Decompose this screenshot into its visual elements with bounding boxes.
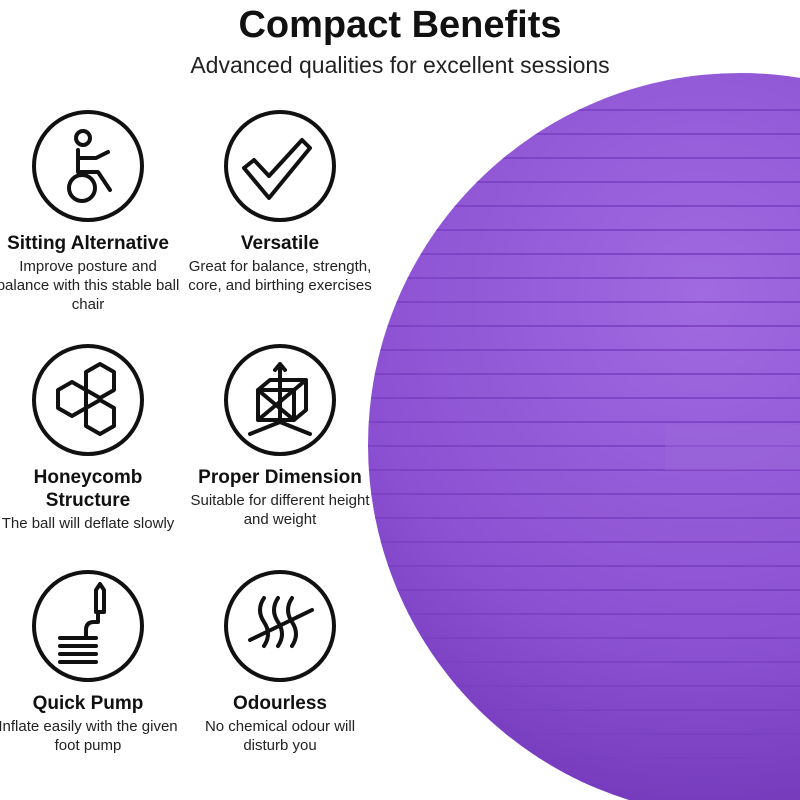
checkmark-icon xyxy=(224,110,336,222)
feature-honeycomb-structure: Honeycomb Structure The ball will deflat… xyxy=(0,342,183,533)
feature-odourless: Odourless No chemical odour will disturb… xyxy=(185,568,375,755)
sitting-ball-person-icon xyxy=(32,110,144,222)
feature-quick-pump: Quick Pump Inflate easily with the given… xyxy=(0,568,183,755)
honeycomb-icon xyxy=(32,344,144,456)
feature-sitting-alternative: Sitting Alternative Improve posture and … xyxy=(0,108,183,314)
feature-proper-dimension: Proper Dimension Suitable for different … xyxy=(185,342,375,529)
no-odour-icon xyxy=(224,570,336,682)
dimension-cube-icon xyxy=(224,344,336,456)
feature-versatile: Versatile Great for balance, strength, c… xyxy=(185,108,375,295)
page-title: Compact Benefits xyxy=(238,4,562,46)
page-subtitle: Advanced qualities for excellent session… xyxy=(190,52,610,78)
foot-pump-icon xyxy=(32,570,144,682)
